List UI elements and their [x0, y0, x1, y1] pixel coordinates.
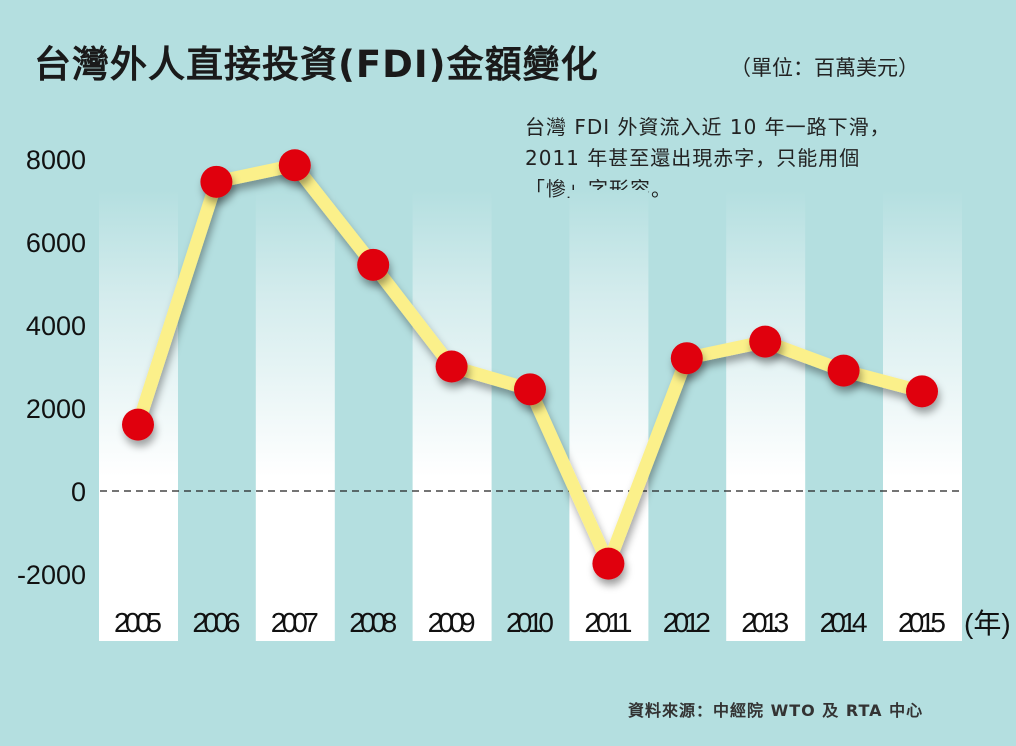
data-point-2012	[670, 342, 703, 375]
x-axis-unit: (年)	[964, 608, 1011, 639]
x-tick-label: 2010	[506, 607, 554, 638]
data-point-2009	[435, 350, 468, 383]
column-stripe	[569, 190, 649, 492]
chart-title: 台灣外人直接投資(FDI)金額變化	[34, 43, 599, 86]
x-tick-label: 2008	[349, 607, 397, 638]
column-stripe-lower	[412, 491, 492, 641]
column-stripe	[255, 190, 335, 492]
column-stripe	[883, 190, 962, 492]
y-tick-label: 8000	[26, 145, 86, 175]
x-tick-label: 2007	[271, 607, 319, 638]
data-point-2010	[514, 373, 546, 406]
y-tick-label: -2000	[17, 560, 86, 590]
data-point-2014	[827, 354, 860, 387]
x-tick-label: 2005	[114, 607, 162, 638]
x-tick-label: 2012	[663, 607, 711, 638]
y-tick-label: 6000	[26, 228, 86, 258]
y-tick-label: 4000	[26, 311, 86, 341]
data-point-2015	[906, 375, 938, 408]
data-point-2008	[357, 248, 390, 281]
unit-label: （單位：百萬美元）	[730, 56, 919, 80]
data-point-2006	[200, 165, 233, 198]
data-point-2013	[749, 325, 782, 358]
x-tick-label: 2009	[428, 607, 476, 638]
column-stripe-lower	[726, 491, 806, 641]
x-tick-label: 2013	[741, 607, 789, 638]
data-point-2005	[122, 408, 154, 441]
column-stripe-lower	[99, 491, 178, 641]
data-point-2011	[592, 547, 625, 580]
x-tick-label: 2015	[898, 607, 946, 638]
y-tick-label: 2000	[26, 394, 86, 424]
column-stripe-lower	[255, 491, 335, 641]
y-tick-label: 0	[71, 477, 86, 507]
x-tick-label: 2006	[192, 607, 240, 638]
x-tick-label: 2011	[584, 607, 632, 638]
x-tick-label: 2014	[820, 607, 868, 638]
source-note: 資料來源：中經院 WTO 及 RTA 中心	[628, 701, 924, 720]
data-point-2007	[278, 149, 311, 182]
column-stripe-lower	[883, 491, 962, 641]
